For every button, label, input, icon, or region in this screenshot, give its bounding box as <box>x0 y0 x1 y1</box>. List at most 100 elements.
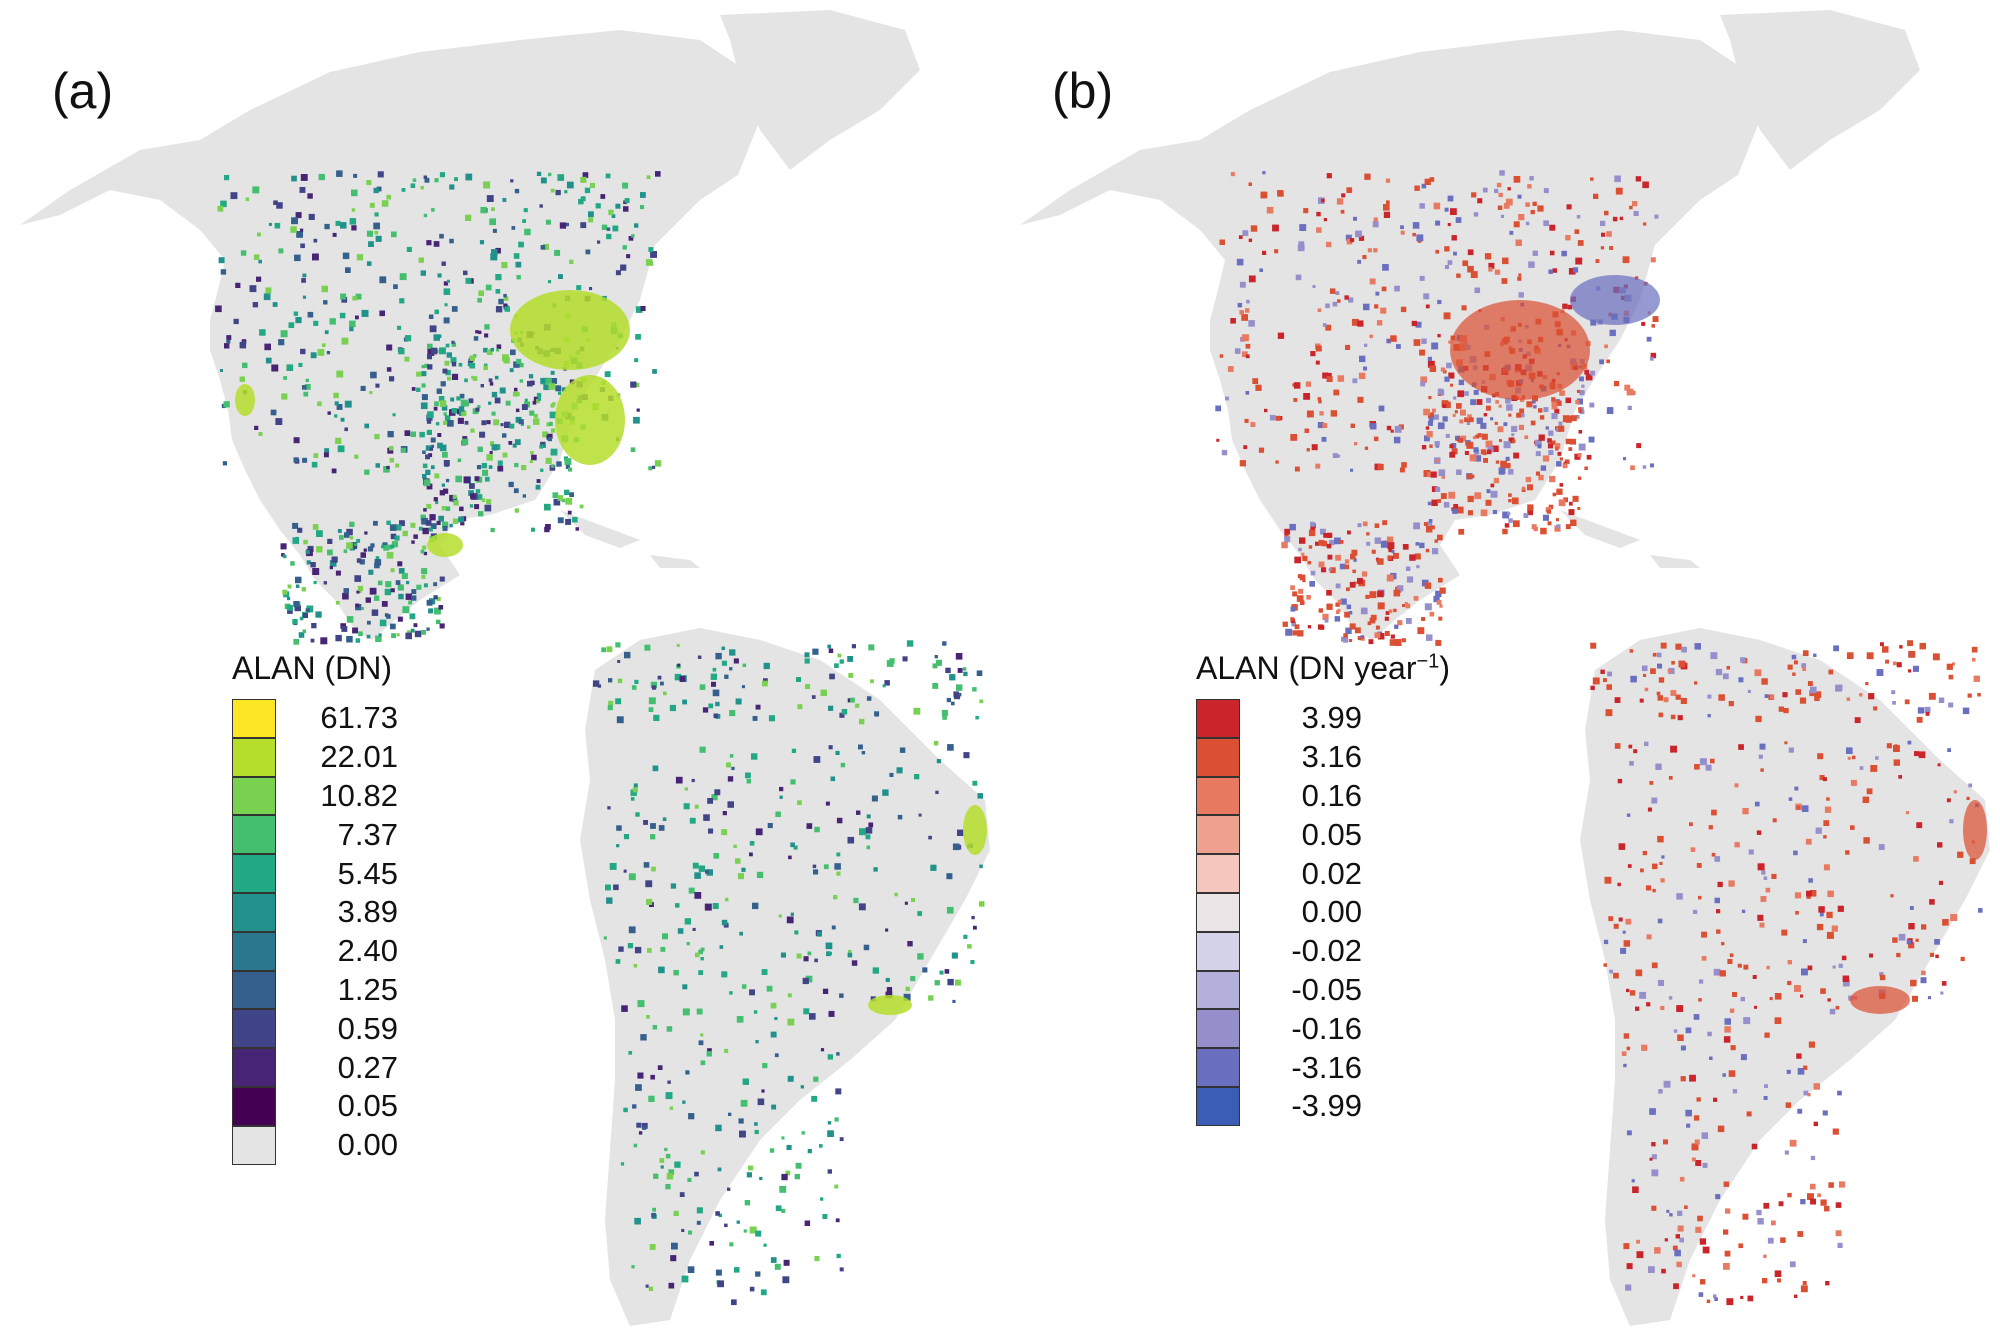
light-pixel <box>1949 819 1954 824</box>
light-pixel <box>1568 268 1576 275</box>
light-pixel <box>1915 938 1919 942</box>
light-pixel <box>1585 373 1593 381</box>
light-pixel <box>1568 447 1573 451</box>
light-pixel <box>291 217 298 225</box>
light-pixel <box>422 527 429 535</box>
light-pixel <box>555 385 562 392</box>
light-pixel <box>813 869 819 875</box>
light-pixel <box>742 663 747 668</box>
light-pixel <box>300 228 304 232</box>
light-pixel <box>358 631 363 637</box>
light-pixel <box>703 814 710 821</box>
light-pixel <box>343 588 349 594</box>
light-pixel <box>356 590 360 594</box>
light-pixel <box>1592 677 1600 685</box>
light-pixel <box>790 779 796 785</box>
light-pixel <box>1978 908 1983 913</box>
light-pixel <box>1346 587 1350 592</box>
light-pixel <box>451 362 457 367</box>
light-pixel <box>1605 709 1613 717</box>
light-pixel <box>700 1033 704 1037</box>
light-pixel <box>1879 974 1886 981</box>
light-pixel <box>650 823 656 829</box>
light-pixel <box>302 295 307 299</box>
light-pixel <box>346 542 353 549</box>
light-pixel <box>659 1158 665 1163</box>
light-pixel <box>1430 471 1437 478</box>
light-pixel <box>827 1130 834 1137</box>
light-pixel <box>1325 372 1332 379</box>
legend-swatch <box>1196 815 1240 855</box>
light-pixel <box>1345 344 1351 350</box>
light-pixel <box>1351 318 1359 326</box>
light-pixel <box>786 1144 792 1150</box>
light-pixel <box>865 827 873 834</box>
light-pixel <box>697 655 702 659</box>
panel-label: (a) <box>52 63 114 119</box>
light-pixel <box>1496 182 1502 188</box>
light-pixel <box>691 778 695 783</box>
light-pixel <box>1357 396 1364 403</box>
light-pixel <box>828 648 834 653</box>
light-pixel <box>1935 954 1939 959</box>
light-pixel <box>635 306 643 313</box>
light-pixel <box>365 597 371 603</box>
light-pixel <box>967 944 972 949</box>
light-pixel <box>1444 246 1450 252</box>
light-pixel <box>352 627 358 634</box>
light-pixel <box>643 820 648 825</box>
light-pixel <box>1742 1213 1749 1220</box>
light-pixel <box>1318 399 1322 404</box>
light-pixel <box>634 223 639 228</box>
light-pixel <box>1925 711 1930 716</box>
light-pixel <box>1319 625 1325 630</box>
light-pixel <box>437 273 442 278</box>
light-pixel <box>451 306 458 312</box>
light-pixel <box>554 249 561 256</box>
light-pixel <box>1474 287 1481 294</box>
light-pixel <box>486 195 494 202</box>
light-pixel <box>354 454 359 459</box>
light-pixel <box>339 535 344 540</box>
light-pixel <box>1458 379 1465 386</box>
light-pixel <box>622 245 627 250</box>
light-pixel <box>436 520 441 525</box>
light-pixel <box>1367 248 1372 253</box>
light-pixel <box>469 483 475 489</box>
light-pixel <box>707 798 713 804</box>
light-pixel <box>1486 397 1491 403</box>
light-pixel <box>1441 475 1445 479</box>
light-pixel <box>1962 707 1970 715</box>
light-pixel <box>1813 653 1817 657</box>
light-pixel <box>381 601 388 607</box>
light-pixel <box>1302 555 1308 562</box>
light-pixel <box>1307 560 1312 565</box>
light-pixel <box>434 401 439 407</box>
light-pixel <box>1447 195 1454 202</box>
light-pixel <box>1908 942 1915 949</box>
light-pixel <box>1630 465 1635 471</box>
light-pixel <box>972 780 978 786</box>
light-pixel <box>708 703 714 709</box>
light-pixel <box>1306 448 1310 452</box>
light-pixel <box>1259 268 1263 272</box>
light-pixel <box>1375 625 1380 630</box>
light-pixel <box>715 1269 722 1276</box>
light-pixel <box>293 311 299 316</box>
light-pixel <box>1329 539 1335 546</box>
light-pixel <box>1227 366 1234 372</box>
light-pixel <box>368 569 374 575</box>
light-pixel <box>329 565 333 570</box>
light-pixel <box>441 261 446 266</box>
light-pixel <box>1649 1108 1656 1115</box>
light-pixel <box>366 634 371 639</box>
light-pixel <box>755 704 761 710</box>
light-pixel <box>1831 925 1838 932</box>
light-pixel <box>684 787 688 791</box>
light-pixel <box>463 476 471 484</box>
light-pixel <box>706 869 713 876</box>
light-pixel <box>550 428 556 433</box>
light-pixel <box>1506 404 1513 411</box>
light-pixel <box>1657 835 1664 843</box>
light-pixel <box>329 560 337 567</box>
